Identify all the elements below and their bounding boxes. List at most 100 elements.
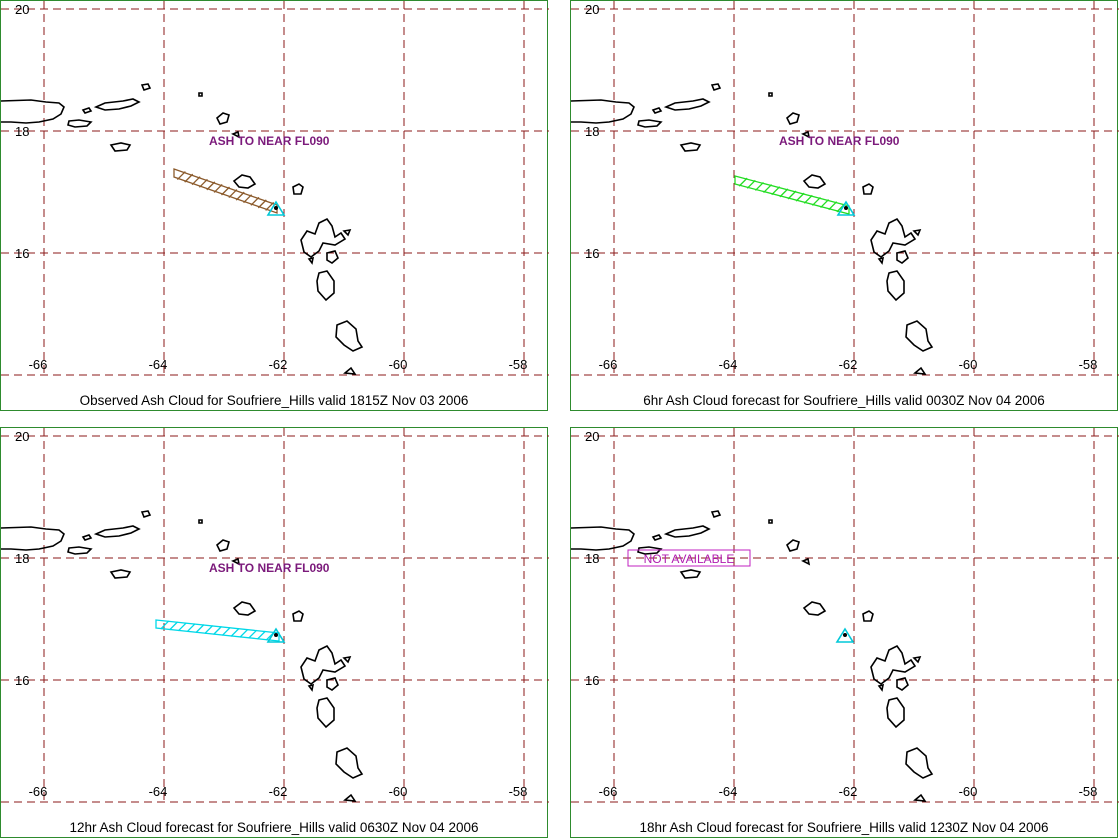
ash-cloud-hatch <box>811 196 821 206</box>
longitude-tick-label: -58 <box>1079 784 1098 799</box>
longitude-tick-label: -60 <box>389 784 408 799</box>
volcano-point <box>274 206 278 210</box>
ash-cloud-hatch <box>828 201 838 211</box>
ash-cloud-hatch <box>771 186 781 196</box>
island-outline <box>663 525 711 538</box>
island-outline <box>81 534 93 541</box>
island-outline <box>198 92 203 97</box>
island-outline <box>651 107 663 114</box>
island-outline <box>316 270 335 302</box>
ash-height-annotation: ASH TO NEAR FL090 <box>779 134 900 148</box>
island-outline <box>877 256 885 265</box>
latitude-tick-label: 20 <box>585 429 599 444</box>
volcano-point <box>843 633 847 637</box>
latitude-tick-label: 20 <box>585 2 599 17</box>
longitude-tick-label: -66 <box>599 357 618 372</box>
not-available-label: NOT AVAILABLE <box>644 552 735 566</box>
island-outline <box>198 519 203 524</box>
ash-cloud-hatch <box>754 181 764 191</box>
volcano-marker <box>266 200 286 216</box>
island-outline <box>710 510 722 518</box>
island-outline <box>343 366 357 375</box>
panel-caption: 18hr Ash Cloud forecast for Soufriere_Hi… <box>639 820 1049 835</box>
volcano-triangle <box>266 627 286 643</box>
island-outline <box>140 510 152 518</box>
ash-cloud-hatch <box>213 183 223 193</box>
panel-caption: 6hr Ash Cloud forecast for Soufriere_Hil… <box>643 393 1045 408</box>
latitude-tick-label: 16 <box>15 673 29 688</box>
ash-cloud-hatch <box>191 176 201 186</box>
latitude-tick-label: 18 <box>585 551 599 566</box>
ash-cloud-hatch <box>787 190 797 200</box>
ash-cloud-hatch <box>746 179 756 189</box>
latitude-tick-label: 16 <box>585 246 599 261</box>
island-outline <box>886 270 905 302</box>
volcano-marker <box>835 627 855 643</box>
island-outline <box>93 98 141 111</box>
map-canvas-18hr: 20 18 16 -66 -64 -62 -60 -58 NOT AVAILABLE <box>571 428 1119 803</box>
latitude-tick-label: 20 <box>15 429 29 444</box>
ash-cloud-hatch <box>184 173 194 183</box>
latitude-tick-label: 16 <box>585 673 599 688</box>
ash-cloud-hatch <box>239 628 249 638</box>
longitude-tick-label: -62 <box>269 784 288 799</box>
island-outline <box>862 610 874 622</box>
longitude-tick-label: -64 <box>719 784 738 799</box>
ash-cloud-hatch <box>250 196 260 206</box>
ash-cloud-hatch <box>256 630 266 640</box>
longitude-tick-label: -64 <box>149 784 168 799</box>
island-outline <box>292 183 304 195</box>
island-outline <box>140 83 152 91</box>
map-panel-6hr: 20 18 16 -66 -64 -62 -60 -58 ASH TO NEAR FL090 … <box>570 0 1119 411</box>
longitude-tick-label: -64 <box>149 357 168 372</box>
not-available-box <box>627 549 751 567</box>
map-canvas-observed: 20 18 16 -66 -64 -62 -60 -58 ASH TO NEAR FL090 <box>1 1 549 376</box>
island-outline <box>231 130 241 139</box>
island-outline <box>896 677 909 691</box>
ash-cloud-hatch <box>795 192 805 202</box>
longitude-tick-label: -60 <box>959 784 978 799</box>
coastline <box>571 83 934 375</box>
island-outline <box>292 610 304 622</box>
map-canvas-12hr: 20 18 16 -66 -64 -62 -60 -58 ASH TO NEAR FL090 <box>1 428 549 803</box>
panel-caption: 12hr Ash Cloud forecast for Soufriere_Hi… <box>69 820 479 835</box>
lat-lon-grid <box>571 428 1119 803</box>
island-outline <box>679 569 702 579</box>
latitude-tick-label: 18 <box>15 124 29 139</box>
latitude-tick-label: 16 <box>15 246 29 261</box>
longitude-tick-label: -66 <box>29 784 48 799</box>
island-outline <box>67 546 93 555</box>
island-outline <box>231 557 241 566</box>
island-outline <box>637 119 663 128</box>
ash-cloud-hatch <box>257 199 267 209</box>
island-outline <box>912 228 922 237</box>
island-outline <box>870 217 917 258</box>
island-outline <box>300 644 347 685</box>
latitude-tick-label: 18 <box>15 551 29 566</box>
island-outline <box>801 557 811 566</box>
ash-cloud-hatch <box>206 181 216 191</box>
axis-labels: 20 18 16 -66 -64 -62 -60 -58 <box>585 429 1097 799</box>
island-outline <box>571 99 635 124</box>
longitude-tick-label: -58 <box>1079 357 1098 372</box>
island-outline <box>67 119 93 128</box>
island-outline <box>93 525 141 538</box>
island-outline <box>651 534 663 541</box>
island-outline <box>663 98 711 111</box>
longitude-tick-label: -60 <box>389 357 408 372</box>
island-outline <box>342 655 352 664</box>
island-outline <box>801 130 811 139</box>
island-outline <box>571 526 635 551</box>
volcano-point <box>844 206 848 210</box>
island-outline <box>81 107 93 114</box>
axis-labels: 20 18 16 -66 -64 -62 -60 -58 <box>15 2 527 372</box>
island-outline <box>307 256 315 265</box>
coastline <box>1 510 364 802</box>
coastline <box>571 510 934 802</box>
map-panel-observed: 20 18 16 -66 -64 -62 -60 -58 ASH TO NEAR FL090 … <box>0 0 549 411</box>
ash-cloud-hatch <box>738 177 748 187</box>
island-outline <box>109 569 132 579</box>
longitude-tick-label: -62 <box>839 357 858 372</box>
ash-cloud-hatch <box>235 191 245 201</box>
island-outline <box>216 539 230 552</box>
